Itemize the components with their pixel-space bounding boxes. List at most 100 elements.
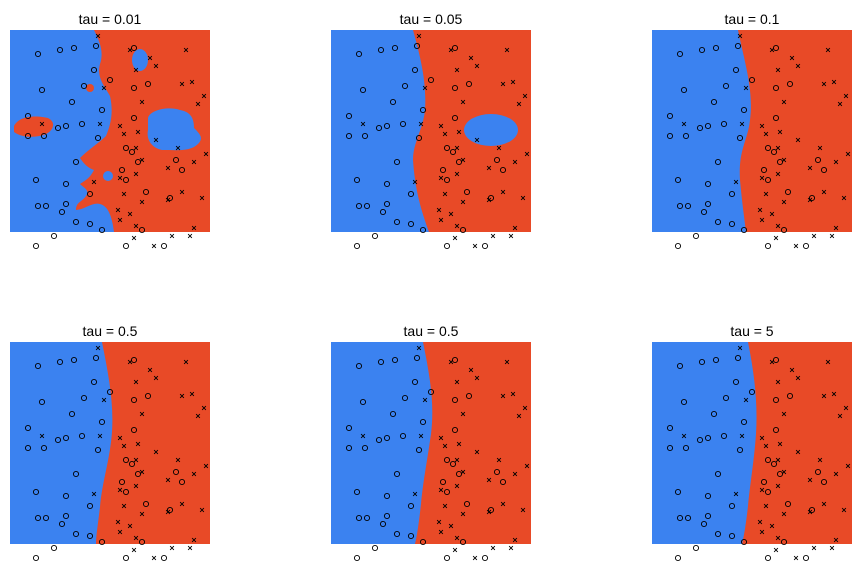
class-1-point <box>165 477 171 483</box>
class-0-point <box>355 202 363 210</box>
class-1-point <box>203 463 209 469</box>
class-1-point <box>821 81 827 87</box>
class-0-point <box>760 166 768 174</box>
class-0-point <box>58 208 66 216</box>
scatter-points <box>24 345 209 562</box>
class-0-point <box>32 242 40 250</box>
class-0-point <box>118 478 126 486</box>
class-1-point <box>504 359 510 365</box>
class-0-point <box>72 470 80 478</box>
class-1-point <box>460 511 466 517</box>
class-1-point <box>416 33 422 39</box>
class-0-point <box>122 242 130 250</box>
class-0-point <box>383 512 391 520</box>
class-0-point <box>704 512 712 520</box>
class-0-point <box>383 180 391 188</box>
class-0-point <box>178 478 186 486</box>
class-0-point <box>814 156 822 164</box>
class-0-point <box>345 112 353 120</box>
class-1-point <box>442 503 448 509</box>
class-1-point <box>777 129 783 135</box>
class-1-point <box>468 367 474 373</box>
class-0-point <box>784 188 792 196</box>
class-1-point <box>133 223 139 229</box>
class-0-point <box>355 50 363 58</box>
class-0-point <box>760 478 768 486</box>
class-1-point <box>468 55 474 61</box>
class-0-point <box>34 202 42 210</box>
class-0-point <box>375 436 383 444</box>
class-0-point <box>70 356 78 364</box>
class-1-point <box>436 207 442 213</box>
class-0-point <box>34 514 42 522</box>
class-0-point <box>32 176 40 184</box>
class-1-point <box>773 235 779 241</box>
class-1-point <box>187 545 193 551</box>
class-0-island <box>464 114 518 146</box>
class-1-point <box>811 545 817 551</box>
class-0-point <box>50 544 58 552</box>
class-0-point <box>355 514 363 522</box>
class-1-point <box>91 491 97 497</box>
class-1-region <box>415 342 531 544</box>
class-0-point <box>389 410 397 418</box>
class-0-point <box>353 242 361 250</box>
class-1-point <box>817 145 823 151</box>
class-0-point <box>459 226 467 234</box>
class-1-point <box>681 121 687 127</box>
class-0-point <box>34 362 42 370</box>
class-0-point <box>720 432 728 440</box>
class-1-point <box>843 405 849 411</box>
class-0-point <box>451 84 459 92</box>
class-1-point <box>147 367 153 373</box>
class-0-point <box>786 392 794 400</box>
class-1-point <box>442 131 448 137</box>
class-1-point <box>418 433 424 439</box>
class-0-point <box>144 80 152 88</box>
class-0-point <box>443 144 451 152</box>
class-0-point <box>481 242 489 250</box>
class-0-point <box>439 166 447 174</box>
class-1-point <box>807 165 813 171</box>
class-0-point <box>714 530 722 538</box>
class-0-point <box>98 106 106 114</box>
class-0-point <box>70 44 78 52</box>
class-1-point <box>121 191 127 197</box>
class-0-point <box>676 202 684 210</box>
class-0-point <box>682 132 690 140</box>
class-1-point <box>454 457 460 463</box>
class-0-point <box>427 388 435 396</box>
class-0-point <box>42 514 50 522</box>
class-0-point <box>666 444 674 452</box>
class-0-point <box>72 158 80 166</box>
class-0-point <box>353 554 361 562</box>
class-0-point <box>98 418 106 426</box>
class-0-point <box>383 492 391 500</box>
class-0-point <box>166 194 174 202</box>
class-1-point <box>101 85 107 91</box>
class-0-point <box>415 446 423 454</box>
class-1-point <box>139 469 145 475</box>
class-0-point <box>166 506 174 514</box>
class-1-point <box>757 207 763 213</box>
class-1-point <box>775 171 781 177</box>
class-0-point <box>383 434 391 442</box>
class-0-point <box>122 176 130 184</box>
class-1-point <box>195 413 201 419</box>
class-0-point <box>40 444 48 452</box>
class-0-point <box>353 488 361 496</box>
class-1-point <box>153 137 159 143</box>
class-1-point <box>512 159 518 165</box>
class-1-point <box>165 165 171 171</box>
class-1-point <box>845 151 851 157</box>
class-0-point <box>728 532 736 540</box>
class-1-point <box>524 463 530 469</box>
class-0-point <box>172 468 180 476</box>
class-1-point <box>191 537 197 543</box>
class-0-point <box>353 176 361 184</box>
class-1-point <box>191 471 197 477</box>
subplot-2 <box>331 30 531 250</box>
class-1-point <box>486 197 492 203</box>
class-0-point <box>748 76 756 84</box>
class-1-point <box>133 171 139 177</box>
